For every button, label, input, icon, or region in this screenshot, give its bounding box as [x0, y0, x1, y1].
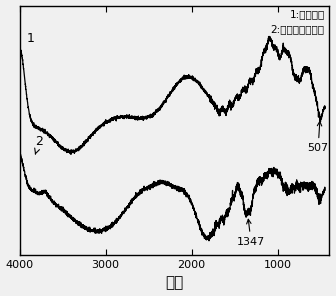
Text: 507: 507 [307, 121, 329, 153]
Text: 1: 1 [27, 31, 35, 44]
Text: 1347: 1347 [237, 219, 265, 247]
Text: 1:铜纳米簇
2:功能化铜纳米簇: 1:铜纳米簇 2:功能化铜纳米簇 [270, 9, 325, 34]
X-axis label: 波长: 波长 [165, 276, 183, 290]
Text: 2: 2 [35, 135, 43, 154]
